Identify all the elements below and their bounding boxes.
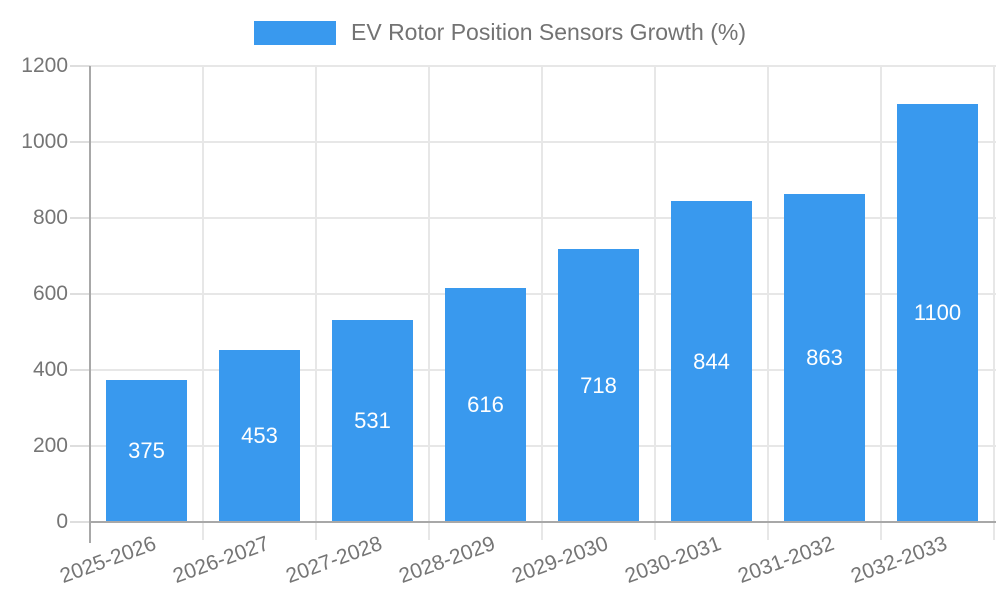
y-grid-line: [90, 65, 996, 67]
x-axis-line: [89, 521, 996, 523]
y-tick-mark: [70, 293, 90, 295]
bar-value-label: 863: [806, 345, 843, 371]
bar: [106, 379, 187, 522]
bar: [671, 201, 752, 522]
x-grid-line: [315, 66, 317, 540]
y-tick-mark: [70, 141, 90, 143]
bar: [332, 320, 413, 522]
y-grid-line: [90, 141, 996, 143]
bar: [897, 104, 978, 522]
y-grid-line: [90, 217, 996, 219]
bar-value-label: 844: [693, 348, 730, 374]
legend-swatch: [254, 20, 336, 45]
bar-value-label: 718: [580, 372, 617, 398]
x-grid-line: [428, 66, 430, 540]
chart-title: EV Rotor Position Sensors Growth (%): [351, 19, 746, 45]
bar-value-label: 375: [128, 437, 165, 463]
x-grid-line: [202, 66, 204, 540]
y-tick-label: 800: [32, 206, 68, 229]
bar: [558, 249, 639, 522]
y-axis-line: [89, 66, 91, 543]
y-grid-line: [90, 445, 996, 447]
y-tick-mark: [70, 521, 90, 523]
y-tick-mark: [70, 217, 90, 219]
y-grid-line: [90, 293, 996, 295]
x-grid-line: [654, 66, 656, 540]
y-grid-line: [90, 369, 996, 371]
bar-value-label: 1100: [913, 300, 962, 325]
y-tick-label: 400: [32, 358, 68, 381]
y-tick-label: 0: [56, 510, 68, 533]
y-tick-mark: [70, 65, 90, 67]
x-grid-line: [767, 66, 769, 540]
y-tick-label: 1200: [21, 54, 68, 77]
legend: EV Rotor Position Sensors Growth (%): [0, 19, 1000, 46]
y-tick-mark: [70, 369, 90, 371]
bar-value-label: 616: [467, 391, 504, 417]
x-grid-line: [880, 66, 882, 540]
x-grid-line: [993, 66, 995, 540]
bar-value-label: 531: [354, 408, 391, 434]
y-tick-label: 600: [32, 282, 68, 305]
bar: [445, 287, 526, 522]
y-tick-label: 200: [32, 434, 68, 457]
y-tick-mark: [70, 445, 90, 447]
bar: [784, 194, 865, 522]
bar: [219, 349, 300, 522]
bar-value-label: 453: [241, 422, 278, 448]
x-grid-line: [541, 66, 543, 540]
y-tick-label: 1000: [21, 130, 68, 153]
